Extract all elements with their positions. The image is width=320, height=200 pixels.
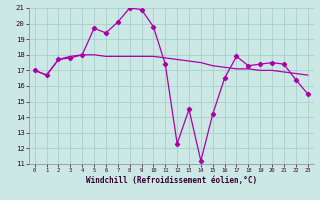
X-axis label: Windchill (Refroidissement éolien,°C): Windchill (Refroidissement éolien,°C) xyxy=(86,176,257,185)
